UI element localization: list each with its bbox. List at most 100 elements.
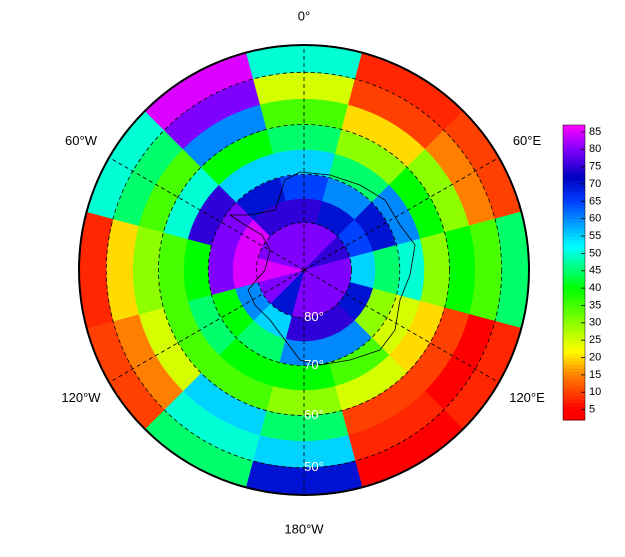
colorbar-cell	[563, 190, 585, 195]
colorbar-cell	[563, 347, 585, 352]
colorbar-cell	[563, 361, 585, 365]
colorbar-cell	[563, 232, 585, 237]
colorbar-cell	[563, 413, 585, 418]
colorbar-cell	[563, 187, 585, 192]
colorbar-cell	[563, 225, 585, 230]
colorbar-label: 25	[589, 334, 601, 346]
colorbar-cell	[563, 184, 585, 188]
colorbar-label: 70	[589, 178, 601, 190]
colorbar-cell	[563, 180, 585, 185]
heat-cell	[372, 244, 400, 296]
lat-circle	[207, 173, 401, 367]
colorbar-cell	[563, 138, 585, 143]
lon-label: 120°W	[61, 390, 101, 405]
colorbar-cell	[563, 371, 585, 376]
colorbar-cell	[563, 322, 585, 327]
colorbar-cell	[563, 208, 585, 213]
colorbar-cell	[563, 295, 585, 300]
colorbar-cell	[563, 277, 585, 282]
heat-cell	[208, 244, 236, 296]
colorbar-cell	[563, 173, 585, 178]
lon-label: 60°E	[513, 133, 542, 148]
colorbar-cell	[563, 374, 585, 379]
colorbar-cell	[563, 222, 585, 227]
colorbar-cell	[563, 135, 585, 140]
colorbar-cell	[563, 270, 585, 275]
heat-cell	[158, 232, 188, 308]
colorbar-cell	[563, 163, 585, 168]
lat-circle	[158, 124, 450, 416]
colorbar-cell	[563, 249, 585, 254]
colorbar-label: 20	[589, 351, 601, 363]
colorbar-cell	[563, 274, 585, 279]
colorbar-cell	[563, 305, 585, 310]
colorbar-label: 30	[589, 317, 601, 329]
colorbar-cell	[563, 128, 585, 133]
colorbar-label: 5	[589, 403, 595, 415]
colorbar-cell	[563, 312, 585, 317]
colorbar-cell	[563, 385, 585, 390]
colorbar-cell	[563, 131, 585, 136]
colorbar-cell	[563, 291, 585, 296]
colorbar-label: 15	[589, 369, 601, 381]
colorbar-cell	[563, 281, 585, 286]
colorbar-cell	[563, 409, 585, 414]
colorbar-cell	[563, 218, 585, 223]
colorbar-cell	[563, 256, 585, 261]
meridian	[108, 157, 305, 271]
colorbar-cell	[563, 308, 585, 313]
colorbar-cell	[563, 315, 585, 320]
colorbar-cell	[563, 298, 585, 303]
colorbar-cell	[563, 416, 585, 421]
colorbar-label: 40	[589, 282, 601, 294]
meridian	[303, 157, 500, 271]
colorbar-cell	[563, 166, 585, 171]
colorbar-cell	[563, 125, 585, 129]
colorbar-cell	[563, 267, 585, 272]
colorbar-cell	[563, 343, 585, 348]
colorbar-cell	[563, 395, 585, 400]
colorbar-label: 45	[589, 265, 601, 277]
colorbar-cell	[563, 211, 585, 216]
colorbar-cell	[563, 253, 585, 258]
colorbar-label: 55	[589, 230, 601, 242]
meridian	[303, 269, 500, 383]
colorbar-label: 60	[589, 213, 601, 225]
colorbar-cell	[563, 336, 585, 341]
colorbar-cell	[563, 326, 585, 331]
colorbar-cell	[563, 170, 585, 175]
lon-label: 180°W	[284, 521, 324, 536]
lat-label: 80°	[304, 309, 324, 324]
colorbar-cell	[563, 263, 585, 268]
colorbar-cell	[563, 152, 585, 157]
lat-circle	[256, 222, 352, 318]
colorbar-cell	[563, 229, 585, 234]
heat-cell	[183, 238, 212, 302]
heat-cell	[420, 232, 450, 308]
colorbar-label: 10	[589, 386, 601, 398]
colorbar-cell	[563, 357, 585, 362]
colorbar-cell	[563, 388, 585, 393]
colorbar-cell	[563, 149, 585, 154]
colorbar-cell	[563, 260, 585, 265]
colorbar-label: 50	[589, 247, 601, 259]
colorbar-cell	[563, 354, 585, 359]
lat-label: 50°	[304, 459, 324, 474]
colorbar-cell	[563, 236, 585, 241]
colorbar-cell	[563, 329, 585, 334]
colorbar-cell	[563, 402, 585, 407]
colorbar-cell	[563, 284, 585, 289]
lat-label: 70°	[304, 357, 324, 372]
colorbar-label: 85	[589, 126, 601, 138]
colorbar-cell	[563, 197, 585, 202]
colorbar-label: 80	[589, 143, 601, 155]
colorbar-cell	[563, 215, 585, 220]
colorbar-label: 35	[589, 299, 601, 311]
colorbar-cell	[563, 319, 585, 324]
colorbar-cell	[563, 204, 585, 209]
colorbar-cell	[563, 333, 585, 338]
lon-label: 60°W	[65, 133, 98, 148]
colorbar-cell	[563, 159, 585, 164]
colorbar-cell	[563, 177, 585, 182]
colorbar-cell	[563, 239, 585, 244]
